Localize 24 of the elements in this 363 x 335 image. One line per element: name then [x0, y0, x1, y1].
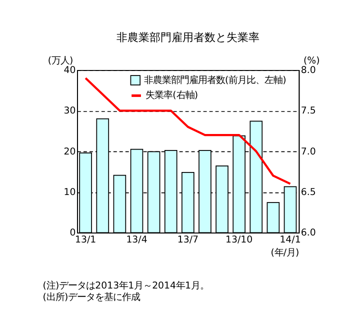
y2-axis-title: (%): [304, 56, 320, 67]
y-tick-label: 40: [64, 64, 76, 76]
legend-label: 非農業部門雇用者数(前月比、左軸): [144, 74, 286, 86]
x-tick-label: 13/1: [75, 234, 96, 246]
y-tick-label: 0: [70, 228, 76, 239]
y-tick-label: 20: [64, 146, 76, 158]
y-tick-label: 30: [64, 106, 76, 117]
text: (出所)データを基に作成: [42, 292, 140, 303]
y-axis-title: (万人): [48, 56, 74, 67]
x-tick-label: 13/4: [126, 234, 148, 246]
x-tick-label: 13/7: [177, 234, 198, 246]
y2-tick-label: 6.0: [300, 228, 316, 239]
x-axis-title: (年/月): [270, 247, 300, 258]
y2-tick-label: 6.5: [300, 186, 316, 198]
y2-tick-label: 7.0: [300, 146, 316, 158]
legend-label: 失業率(右軸): [146, 90, 198, 102]
x-tick-label: 14/1: [280, 234, 301, 246]
text: (注)データは2013年1月～2014年1月。: [42, 280, 209, 292]
x-tick-label: 13/10: [226, 234, 253, 246]
y2-tick-label: 8.0: [300, 64, 316, 76]
y2-tick-label: 7.5: [300, 106, 316, 117]
chart-title: 非農業部門雇用者数と失業率: [116, 30, 260, 44]
y-tick-label: 10: [64, 186, 76, 198]
line-series: [84, 77, 292, 185]
